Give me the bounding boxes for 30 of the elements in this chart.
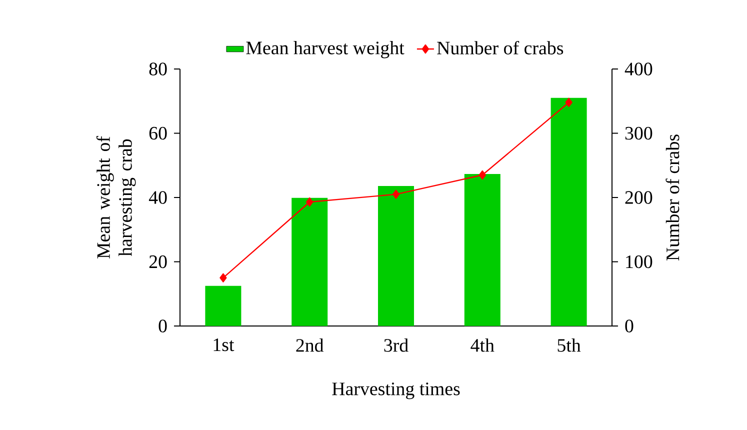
- point: [220, 273, 227, 282]
- bar: [550, 98, 587, 326]
- y2-tick-label: 0: [625, 320, 634, 332]
- legend-label: Number of crabs: [437, 40, 564, 54]
- point: [306, 197, 314, 207]
- y-tick-label: 40: [148, 191, 167, 204]
- y2-tick-label: 200: [625, 191, 652, 204]
- y-tick-label: 60: [149, 126, 167, 140]
- x-tick-label: 5th: [558, 338, 581, 352]
- y2-axis-title: Number of crabs: [666, 134, 680, 261]
- y-tick-label: 80: [149, 62, 167, 76]
- y2-tick-label: 100: [626, 255, 652, 268]
- y-axis-title: Mean weight of harvesting crab: [96, 136, 136, 258]
- x-tick-label: 2nd: [296, 338, 324, 352]
- y2-tick-label: 300: [625, 126, 652, 140]
- legend-label: Mean harvest weight: [246, 41, 404, 58]
- bar: [464, 174, 500, 326]
- x-tick-label: 3rd: [384, 338, 408, 352]
- y-tick-label: 20: [149, 255, 167, 268]
- bar: [205, 286, 242, 326]
- x-tick-label: 4th: [470, 338, 494, 352]
- y2-tick-label: 400: [624, 62, 652, 76]
- y-tick-label: 0: [158, 320, 167, 332]
- point: [392, 190, 400, 199]
- point: [478, 170, 486, 180]
- x-axis-title: Harvesting times: [332, 382, 460, 400]
- point: [565, 98, 572, 107]
- bar: [292, 198, 328, 326]
- x-tick-label: 1st: [214, 338, 234, 352]
- bar: [378, 186, 414, 326]
